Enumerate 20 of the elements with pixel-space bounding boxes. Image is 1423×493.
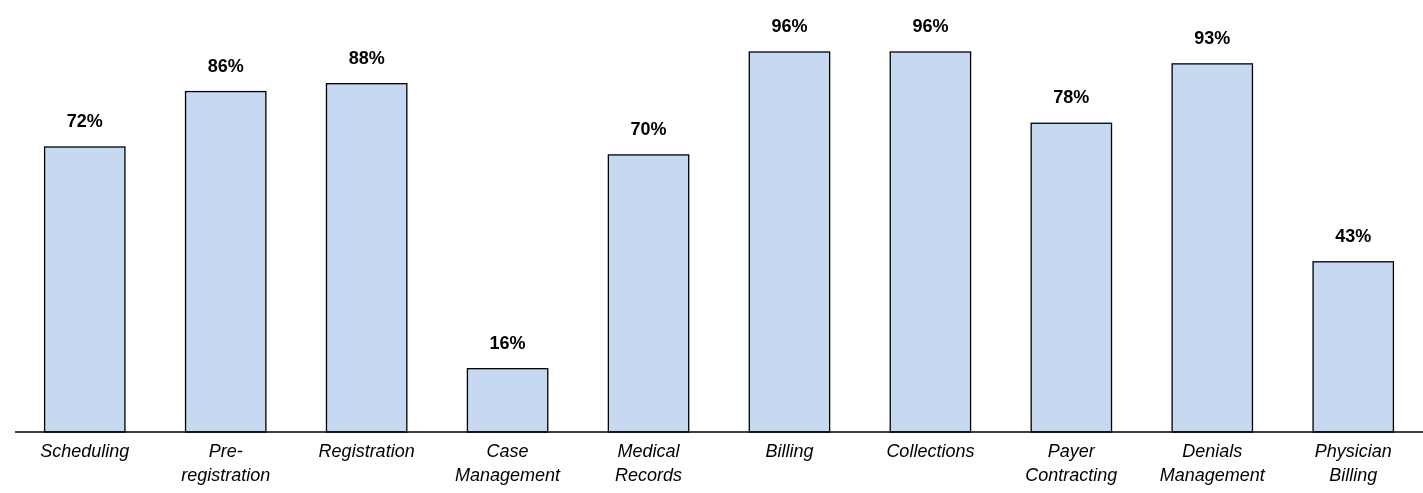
x-tick-label: Denials Management <box>1159 441 1266 485</box>
data-label: 72% <box>66 111 103 131</box>
data-label: 93% <box>1194 27 1231 48</box>
x-tick-label: Billing <box>765 441 814 461</box>
data-label: 96% <box>912 16 949 36</box>
data-label: 86% <box>207 55 244 76</box>
x-tick-label: Physician Billing <box>1314 441 1392 485</box>
data-label: 96% <box>771 16 808 36</box>
data-label: 88% <box>348 47 385 68</box>
x-tick-label: Medical Records <box>615 441 683 485</box>
x-tick-label: Payer Contracting <box>1025 441 1118 485</box>
data-label: 78% <box>1053 87 1090 108</box>
x-tick-label: Pre-registration <box>181 441 271 485</box>
x-tick-label: Case Management <box>455 441 562 485</box>
x-tick-label: Registration <box>318 441 415 461</box>
data-label: 16% <box>489 332 526 353</box>
x-tick-label: Collections <box>886 441 975 461</box>
data-label: 43% <box>1335 225 1372 246</box>
data-label: 70% <box>630 118 667 139</box>
x-tick-label: Scheduling <box>40 441 130 461</box>
